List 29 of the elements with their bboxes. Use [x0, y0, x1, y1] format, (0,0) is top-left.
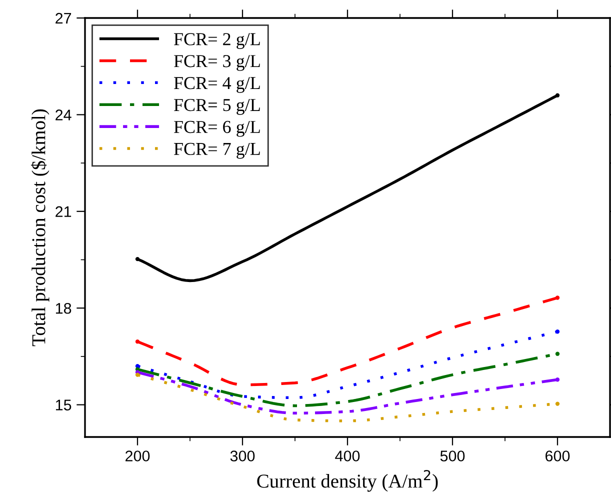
point — [555, 330, 560, 334]
y-axis-title: Total production cost ($/kmol) — [31, 109, 50, 346]
y-tick-label: 18 — [56, 302, 72, 314]
point — [555, 93, 560, 98]
legend-label: FCR= 6 g/L — [174, 120, 260, 137]
legend-label: FCR= 7 g/L — [174, 142, 260, 159]
y-tick-label: 21 — [56, 206, 72, 217]
point — [135, 364, 140, 368]
x-tick-label: 400 — [335, 450, 360, 462]
point — [135, 340, 140, 344]
y-tick-label: 24 — [56, 110, 72, 120]
x-tick-label: 600 — [546, 450, 570, 462]
point — [555, 402, 560, 406]
point — [135, 367, 140, 372]
legend-label: FCR= 5 g/L — [174, 98, 260, 115]
x-axis-title: Current density (A/m$^{2}$) — [257, 470, 438, 492]
x-tick-label: 300 — [230, 450, 255, 462]
x-tick-label: 200 — [126, 450, 150, 462]
point — [555, 352, 560, 356]
legend-label: FCR= 3 g/L — [174, 55, 260, 71]
legend-label: FCR= 4 g/L — [174, 77, 260, 93]
y-tick-label: 27 — [56, 12, 72, 24]
y-tick-label: 15 — [56, 400, 72, 410]
legend-label: FCR= 2 g/L — [174, 33, 260, 49]
point — [135, 372, 140, 377]
point — [555, 296, 560, 300]
point — [135, 257, 140, 262]
point — [555, 378, 560, 382]
x-tick-label: 500 — [440, 450, 465, 462]
